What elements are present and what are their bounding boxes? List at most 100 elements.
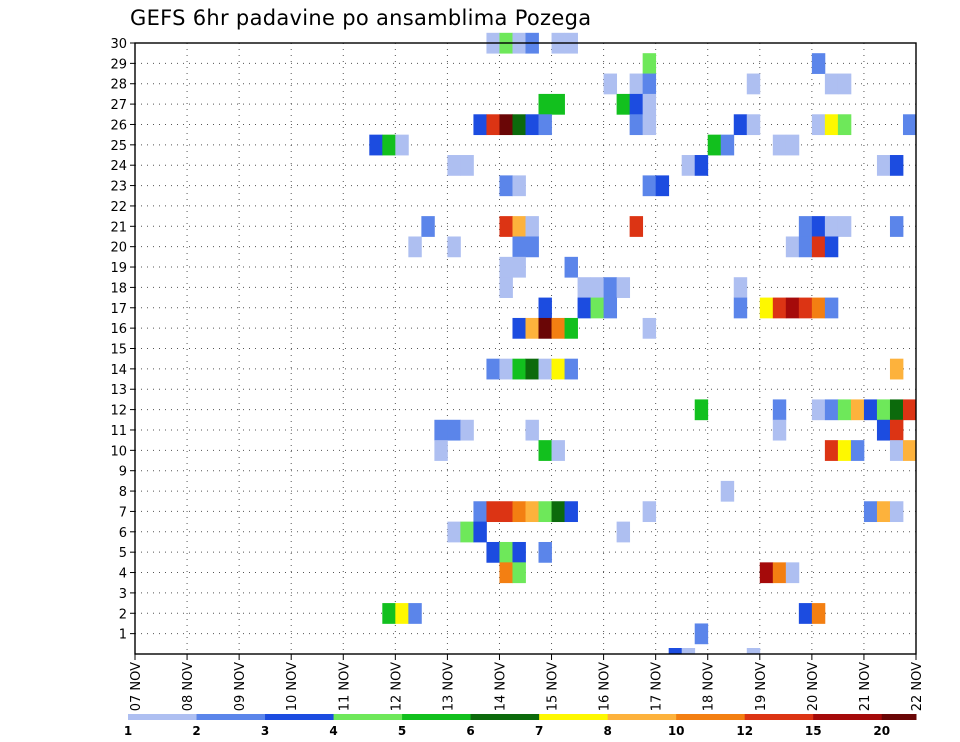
precip-cell — [538, 358, 552, 380]
precip-cell — [434, 419, 448, 441]
precip-cell — [512, 175, 526, 197]
precip-cell — [694, 155, 709, 176]
colorbar-label: 4 — [329, 724, 337, 738]
y-tick-label: 23 — [110, 180, 127, 195]
colorbar-label: 15 — [805, 724, 822, 738]
y-tick-label: 6 — [119, 526, 127, 541]
precip-cell — [772, 562, 787, 584]
precip-cell — [772, 419, 787, 441]
precip-cell — [512, 501, 526, 523]
precip-cell — [759, 297, 774, 319]
precip-cell — [876, 155, 891, 176]
colorbar-label: 6 — [466, 724, 474, 738]
precip-cell — [824, 236, 839, 258]
precip-cell — [837, 73, 852, 95]
y-tick-label: 11 — [110, 424, 127, 439]
y-tick-label: 16 — [110, 322, 127, 337]
precip-cell — [694, 623, 709, 645]
precip-cell — [525, 236, 539, 258]
colorbar-label: 20 — [873, 724, 890, 738]
axes — [130, 42, 917, 660]
y-tick-label: 28 — [110, 78, 127, 93]
precip-cell — [499, 541, 513, 563]
colorbar-label: 2 — [192, 724, 200, 738]
precip-cell — [876, 399, 891, 421]
precip-cell — [798, 297, 813, 319]
precip-cell — [707, 134, 722, 156]
x-tick-label: 18 NOV — [702, 662, 717, 711]
precip-cell — [889, 358, 904, 380]
precip-cell — [772, 297, 787, 319]
precip-cell — [512, 114, 526, 136]
y-tick-label: 9 — [119, 465, 127, 480]
y-tick-label: 24 — [110, 159, 127, 174]
x-tick-label: 16 NOV — [598, 662, 613, 711]
precip-cell — [512, 216, 526, 237]
precip-cell — [603, 277, 618, 298]
precip-cell — [642, 114, 657, 136]
colorbar-swatch — [744, 714, 814, 720]
precip-cell — [733, 114, 748, 136]
x-tick-label: 10 NOV — [285, 662, 300, 711]
precip-cell — [525, 317, 539, 339]
precip-cell — [460, 419, 474, 441]
precip-cell — [408, 603, 422, 624]
colorbar-label: 7 — [535, 724, 543, 738]
precip-cell — [720, 134, 735, 156]
precip-cell — [382, 134, 396, 156]
precip-cell — [902, 114, 917, 136]
precip-cell — [486, 114, 500, 136]
precip-cell — [564, 358, 578, 380]
precip-cells — [369, 32, 917, 655]
precip-cell — [876, 501, 891, 523]
precip-cell — [499, 216, 513, 237]
precip-cell — [889, 419, 904, 441]
precip-cell — [837, 399, 852, 421]
precip-cell — [902, 399, 917, 421]
precip-cell — [382, 603, 396, 624]
precip-cell — [512, 562, 526, 584]
colorbar-swatch — [881, 714, 917, 720]
precip-cell — [512, 541, 526, 563]
precip-cell — [811, 216, 826, 237]
y-tick-label: 29 — [110, 57, 127, 72]
precip-cell — [798, 236, 813, 258]
precip-cell — [577, 297, 591, 319]
precip-cell — [460, 155, 474, 176]
x-tick-label: 14 NOV — [493, 662, 508, 711]
precip-cell — [525, 501, 539, 523]
precip-cell — [538, 93, 552, 115]
colorbar-label: 3 — [261, 724, 269, 738]
precip-cell — [499, 277, 513, 298]
colorbar-swatch — [539, 714, 609, 720]
colorbar-swatch — [265, 714, 335, 720]
precip-cell — [538, 440, 552, 461]
x-tick-label: 13 NOV — [441, 662, 456, 711]
precip-cell — [512, 358, 526, 380]
precip-cell — [551, 93, 565, 115]
precip-cell — [746, 73, 761, 95]
precip-cell — [499, 256, 513, 278]
precip-cell — [681, 155, 696, 176]
x-tick-label: 15 NOV — [546, 662, 561, 711]
y-tick-label: 26 — [110, 118, 127, 133]
precip-cell — [395, 603, 409, 624]
precip-cell — [733, 277, 748, 298]
precip-cell — [447, 521, 461, 543]
x-tick-label: 09 NOV — [233, 662, 248, 711]
precip-cell — [525, 114, 539, 136]
precip-cell — [746, 648, 761, 655]
precip-cell — [447, 155, 461, 176]
precip-cell — [499, 501, 513, 523]
precip-cell — [785, 134, 800, 156]
precip-cell — [590, 277, 604, 298]
precip-cell — [629, 93, 644, 115]
precip-cell — [395, 134, 409, 156]
x-tick-label: 19 NOV — [754, 662, 769, 711]
precip-cell — [551, 358, 565, 380]
precip-cell — [629, 114, 644, 136]
precip-cell — [629, 216, 644, 237]
y-tick-label: 3 — [119, 587, 127, 602]
precip-cell — [850, 399, 865, 421]
precip-cell — [811, 114, 826, 136]
